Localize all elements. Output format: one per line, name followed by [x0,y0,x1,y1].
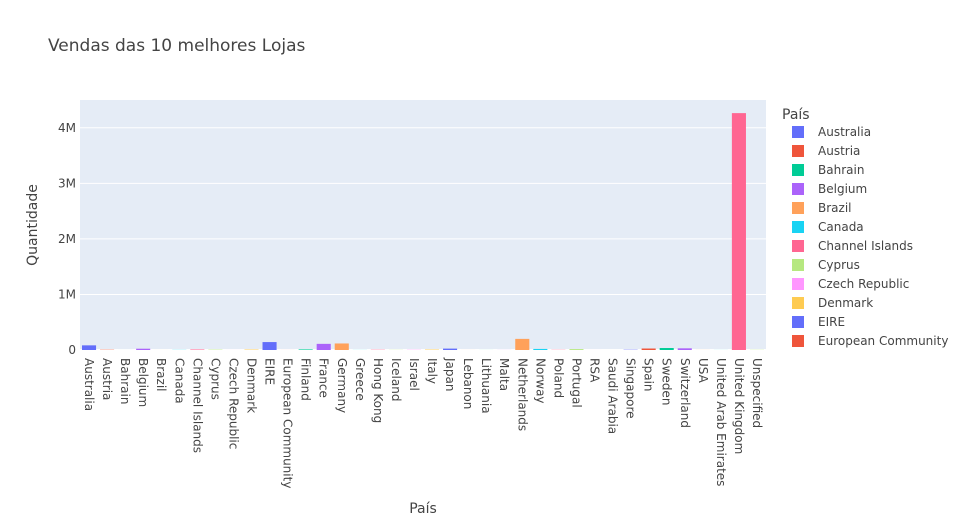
x-tick-label: Japan [443,357,457,391]
x-tick-label: Greece [353,358,367,401]
legend-swatch[interactable] [792,297,804,309]
legend-swatch[interactable] [792,126,804,138]
legend-swatch[interactable] [792,278,804,290]
bar [515,338,530,350]
x-tick-label: Germany [335,358,349,413]
x-tick-label: Finland [299,358,313,401]
x-tick-label: Spain [642,358,656,392]
x-tick-label: United Arab Emirates [714,358,728,486]
y-tick-label: 3M [58,176,76,190]
x-tick-label: France [317,358,331,398]
chart-title: Vendas das 10 melhores Lojas [48,36,305,56]
x-axis-ticks: Australia Austria Bahrain Belgium Brazil Cana… [82,357,764,488]
legend-item-label[interactable]: European Community [818,334,948,348]
legend-item-label[interactable]: Brazil [818,201,852,215]
legend-swatch[interactable] [792,259,804,271]
bar [298,349,313,350]
bar [659,348,674,350]
bar [81,345,97,350]
x-tick-label: Iceland [389,358,403,401]
bar [334,343,349,350]
legend-item-label[interactable]: Australia [818,125,871,139]
legend-item-label[interactable]: Belgium [818,182,867,196]
x-tick-label: Belgium [136,358,150,407]
x-tick-label: Italy [425,358,439,384]
legend-item-label[interactable]: Austria [818,144,860,158]
x-tick-label: Brazil [154,358,168,392]
x-tick-label: Australia [82,358,96,411]
bar [443,348,458,350]
x-tick-label: Cyprus [208,358,222,400]
x-tick-label: Bahrain [118,358,132,404]
x-tick-label: United Kingdom [732,358,746,454]
legend-swatch[interactable] [792,221,804,233]
x-tick-label: USA [696,358,710,384]
x-tick-label: Switzerland [678,358,692,428]
x-tick-label: Saudi Arabia [606,358,620,434]
legend-item-label[interactable]: Czech Republic [818,277,909,291]
y-axis-title: Quantidade [25,184,41,266]
legend-swatch[interactable] [792,145,804,157]
y-tick-label: 4M [58,121,76,135]
legend-swatch[interactable] [792,240,804,252]
x-axis-title: País [409,501,437,517]
x-tick-label: Canada [172,358,186,404]
y-tick-label: 1M [58,287,76,301]
x-tick-label: Israel [407,358,421,391]
x-tick-label: Portugal [569,358,583,408]
x-tick-label: Channel Islands [190,358,204,453]
legend-title: País [782,107,810,123]
bar [641,348,656,350]
y-tick-label: 2M [58,232,76,246]
legend-item-label[interactable]: Cyprus [818,258,860,272]
legend-item-label[interactable]: Channel Islands [818,239,913,253]
x-tick-label: Austria [100,358,114,400]
legend-swatch[interactable] [792,202,804,214]
x-tick-label: Lebanon [461,358,475,409]
x-tick-label: European Community [281,358,295,488]
x-tick-label: Norway [533,358,547,404]
x-tick-label: Netherlands [515,358,529,431]
plot-area [80,100,766,350]
bar [533,348,548,350]
legend-swatch[interactable] [792,183,804,195]
x-tick-label: Poland [551,358,565,398]
x-tick-label: Denmark [245,358,259,413]
legend-swatch[interactable] [792,335,804,347]
bar [190,349,205,350]
x-tick-label: Lithuania [479,358,493,414]
y-axis-ticks: 0 1M 2M 3M 4M [58,121,76,357]
bar [316,343,331,350]
bar [677,348,692,350]
legend: País Australia Austria Bahrain Belgium Brazi… [782,107,948,348]
legend-item-label[interactable]: EIRE [818,315,845,329]
x-tick-label: Czech Republic [226,358,240,449]
y-tick-label: 0 [68,343,76,357]
x-tick-label: Hong Kong [371,358,385,423]
bar [731,113,746,351]
legend-swatch[interactable] [792,316,804,328]
legend-item-label[interactable]: Canada [818,220,864,234]
bars [81,113,765,351]
x-tick-label: Singapore [624,358,638,419]
x-tick-label: EIRE [263,358,277,385]
x-tick-label: Sweden [660,358,674,405]
x-tick-label: Malta [497,358,511,391]
x-tick-label: Unspecified [750,358,764,428]
x-tick-label: RSA [588,358,602,383]
bar [569,349,584,350]
legend-swatch[interactable] [792,164,804,176]
legend-item-label[interactable]: Denmark [818,296,873,310]
legend-item-label[interactable]: Bahrain [818,163,864,177]
bar [136,348,151,350]
bar [262,342,277,350]
